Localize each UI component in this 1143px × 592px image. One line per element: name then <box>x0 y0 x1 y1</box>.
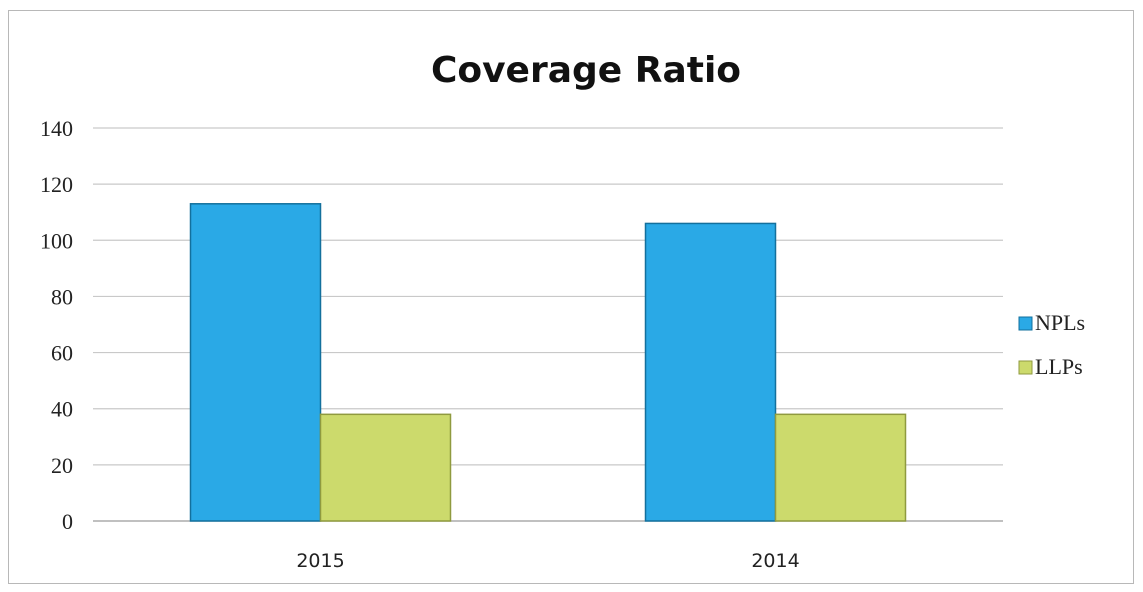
bar-npls-2015 <box>189 203 322 522</box>
y-tick-label: 120 <box>40 172 73 197</box>
legend: NPLs LLPs <box>1018 310 1085 379</box>
legend-label-llps: LLPs <box>1035 354 1083 379</box>
y-tick-label: 100 <box>40 228 73 253</box>
legend-swatch-npls <box>1018 316 1033 331</box>
bar-llps-2015 <box>319 413 452 522</box>
axis-layer: 0 20 40 60 80 100 120 140 2015 2014 <box>40 116 800 572</box>
y-tick-label: 80 <box>51 284 73 309</box>
bars-layer <box>189 203 907 522</box>
y-tick-label: 40 <box>51 397 73 422</box>
chart-frame: Coverage Ratio 0 20 40 60 80 100 120 140 2015 201… <box>8 10 1134 584</box>
legend-swatch-llps <box>1018 360 1033 375</box>
y-tick-label: 60 <box>51 341 73 366</box>
chart-title: Coverage Ratio <box>431 50 741 91</box>
coverage-ratio-chart: Coverage Ratio 0 20 40 60 80 100 120 140 2015 201… <box>40 50 1085 572</box>
bar-llps-2014 <box>774 413 907 522</box>
y-tick-label: 0 <box>62 509 73 534</box>
y-tick-label: 140 <box>40 116 73 141</box>
x-tick-label: 2015 <box>296 550 344 572</box>
y-tick-label: 20 <box>51 453 73 478</box>
legend-label-npls: NPLs <box>1035 310 1085 335</box>
bar-npls-2014 <box>644 222 777 522</box>
x-tick-label: 2014 <box>751 550 799 572</box>
